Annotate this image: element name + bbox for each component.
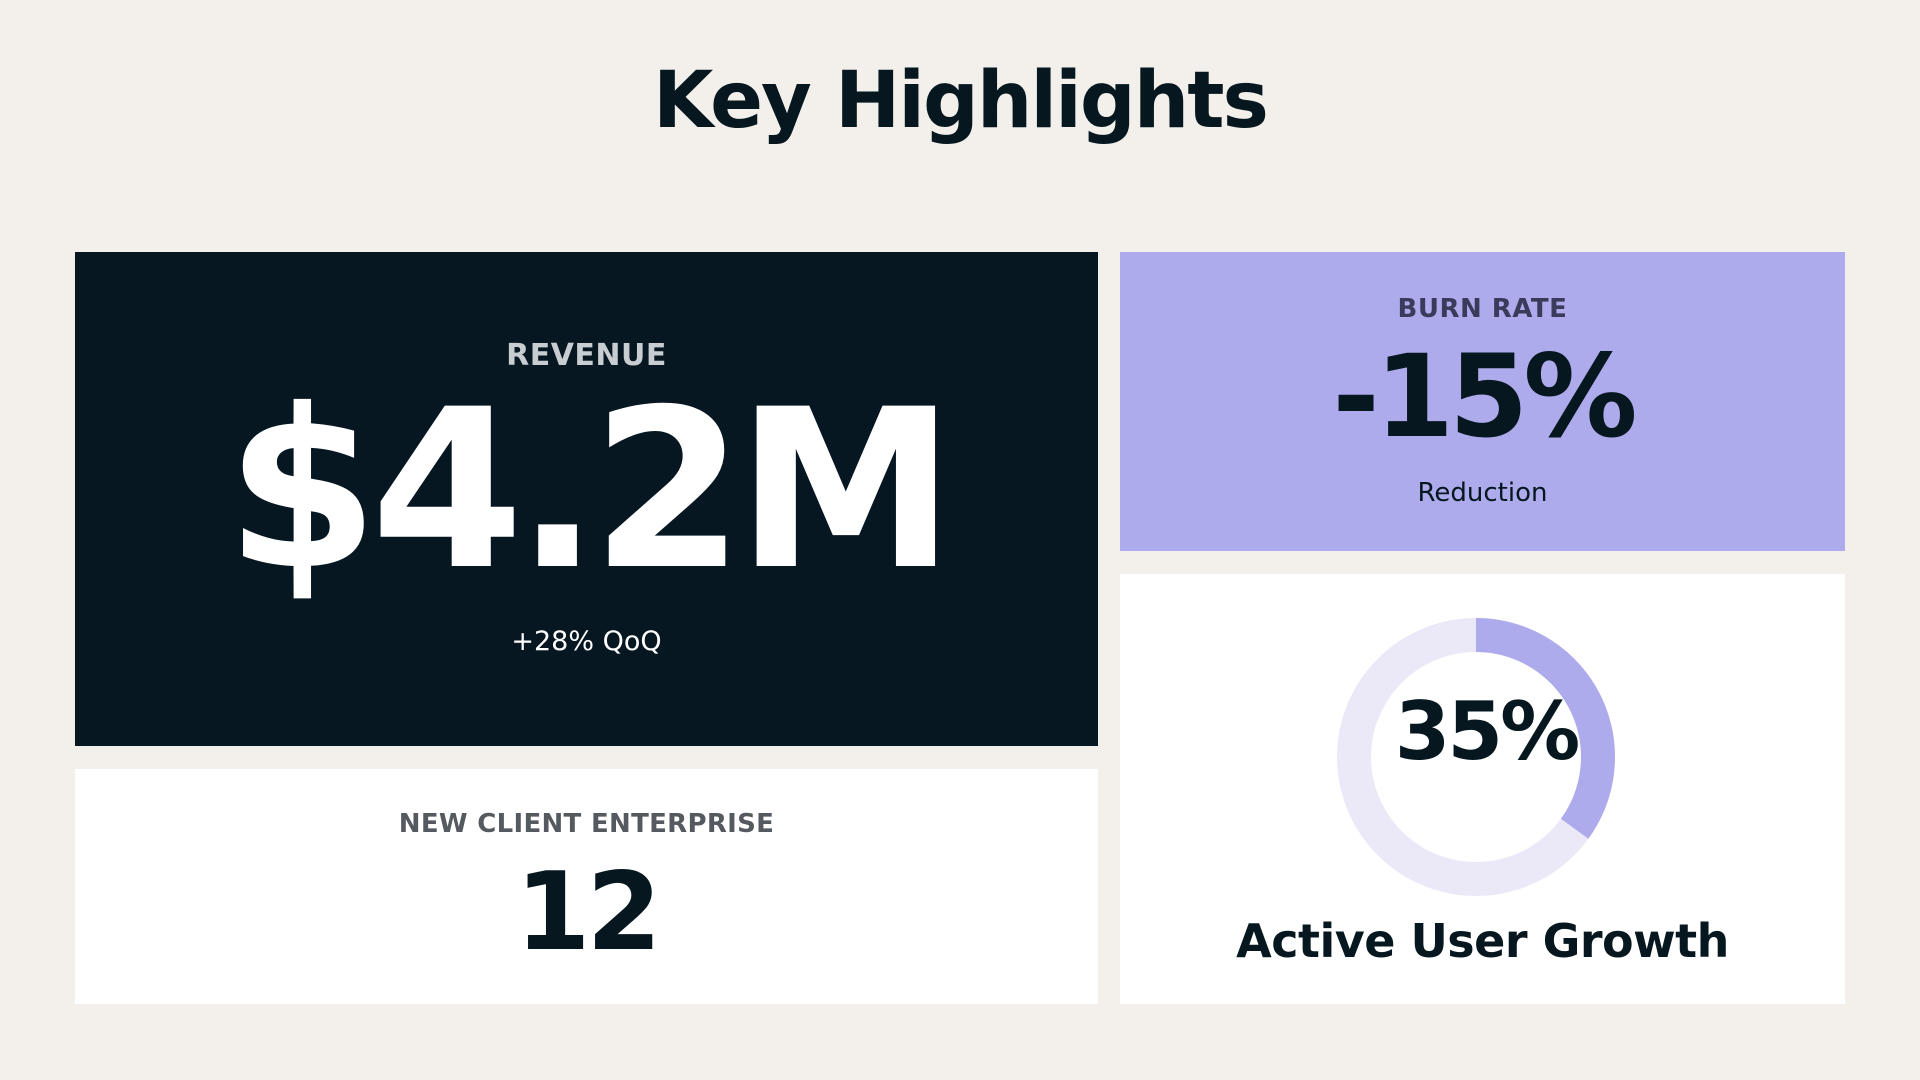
donut-progress-arc <box>1337 618 1615 896</box>
new-clients-card: NEW CLIENT ENTERPRISE 12 <box>75 769 1098 1004</box>
new-clients-value: 12 <box>515 850 661 975</box>
burn-rate-value: -15% <box>1332 330 1637 463</box>
growth-percent: 35% <box>1394 685 1580 778</box>
burn-rate-label: BURN RATE <box>1397 294 1568 324</box>
growth-label: Active User Growth <box>1236 914 1729 968</box>
burn-rate-caption: Reduction <box>1417 478 1548 508</box>
revenue-value: $4.2M <box>225 362 956 618</box>
active-user-growth-card: 35% Active User Growth <box>1120 574 1845 1004</box>
progress-donut <box>1337 618 1615 896</box>
burn-rate-card: BURN RATE -15% Reduction <box>1120 252 1845 551</box>
revenue-card: REVENUE $4.2M +28% QoQ <box>75 252 1098 746</box>
page-title: Key Highlights <box>653 56 1269 146</box>
revenue-change: +28% QoQ <box>511 626 662 657</box>
revenue-label: REVENUE <box>506 338 667 373</box>
new-clients-label: NEW CLIENT ENTERPRISE <box>398 809 775 839</box>
